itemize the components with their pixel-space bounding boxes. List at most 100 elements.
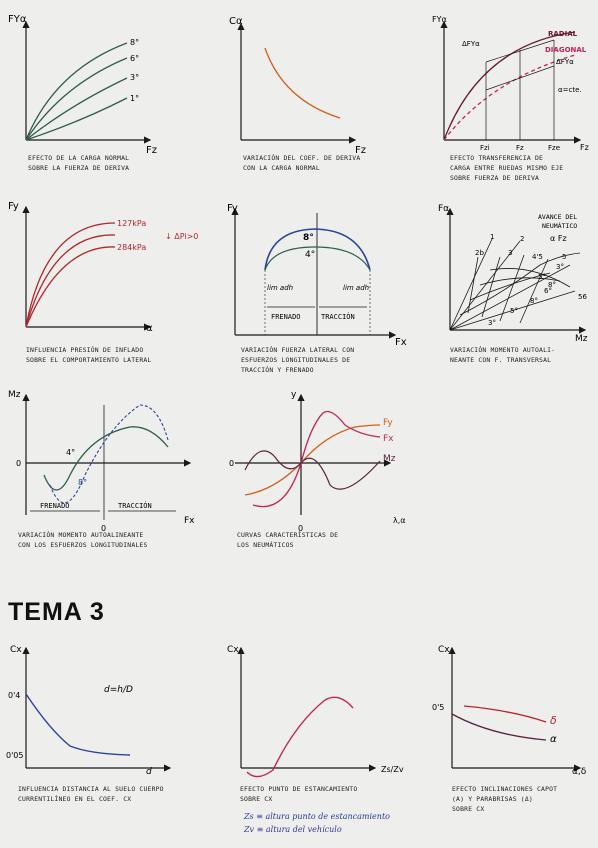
label-127kpa: 127kPa [117, 219, 146, 228]
label-4: 4° [305, 250, 315, 260]
y-label: Cx [10, 645, 22, 655]
caption: VARIACIÓN MOMENTO AUTOALI- NEANTE CON F.… [450, 346, 556, 364]
graph-distancia-suelo: Cx d 0'4 0'05 d=h/D [6, 645, 172, 777]
curve-6 [25, 57, 128, 141]
frenado-label: FRENADO [271, 313, 301, 321]
panel-estancamiento: Cx Zs/Zv [215, 640, 415, 840]
x-label: α,δ [572, 767, 587, 777]
x-label: Fx [184, 516, 195, 526]
tick-fz: Fz [516, 144, 524, 152]
curve-mid [25, 234, 116, 328]
v1-label: 0'5 [432, 703, 444, 712]
label-8: 8° [303, 233, 314, 243]
caption: VARIACIÓN MOMENTO AUTOALINEANTE CON LOS … [18, 531, 148, 549]
section-heading: TEMA 3 [8, 598, 105, 626]
panel-curvas-caracteristicas: y λ,α 0 0 Fy Fx Mz CURVAS CARACTERÍSTICA… [215, 385, 415, 565]
delta-label: ↓ ΔPi>0 [165, 232, 198, 241]
v1-label: 0'4 [8, 691, 20, 700]
curve-delta [463, 705, 547, 723]
deg-3: 6° [544, 287, 552, 295]
x-label: Fx [395, 337, 407, 348]
curve-label-1: 1° [130, 94, 139, 103]
zero-x: 0 [101, 524, 106, 533]
label-alpha: α [550, 734, 557, 745]
panel-transferencia: FYα RADIAL DIAGONAL ΔFYα ΔFYα α=cte. Fzi… [420, 0, 598, 185]
y-label: Mz [8, 390, 21, 400]
graph-estancamiento: Cx Zs/Zv [227, 645, 404, 778]
curve-radial [443, 31, 576, 141]
caption: VARIACIÓN DEL COEF. DE DERIVA CON LA CAR… [243, 154, 361, 172]
label-8: 8° [78, 478, 87, 487]
curve-cx [246, 696, 354, 778]
curve-label-6: 6° [130, 54, 139, 63]
curve-label-8: 8° [130, 38, 139, 47]
panel-presion-inflado: Fy α 127kPa 284kPa ↓ ΔPi>0 INFLUENCIA PR… [0, 195, 210, 375]
caption: EFECTO DE LA CARGA NORMAL SOBRE LA FUERZ… [28, 154, 130, 172]
x-label: d [146, 767, 152, 777]
deg-6: 5° [510, 307, 518, 315]
curve-4 [264, 246, 371, 271]
panel-distancia-suelo: Cx d 0'4 0'05 d=h/D [0, 640, 210, 840]
radial-label: RADIAL [548, 30, 578, 38]
deg-5: 3° [488, 319, 496, 327]
x-label: Fz [146, 145, 157, 156]
x-label: Mz [575, 334, 588, 344]
graph-curvas-caracteristicas: y λ,α 0 0 Fy Fx Mz [229, 390, 406, 533]
graph-momento-longitudinal: Mz Fx 0 0 4° 8° FRENADO TRACCIÓN [8, 390, 195, 533]
ray-2: 2 [520, 235, 524, 243]
ray-5: 5 [562, 253, 566, 261]
label-4: 4° [66, 448, 75, 457]
y-label: Cx [227, 645, 239, 655]
diagonal-label: DIAGONAL [545, 46, 587, 54]
rays [449, 238, 576, 331]
lim-left: lim adh [267, 284, 293, 292]
curve-4 [43, 426, 169, 491]
y-label: y [291, 390, 297, 400]
deg-7: 8° [530, 297, 538, 305]
graph-fuerza-lateral: Fy Fx 8° 4° lim adh lim adh FRENADO TRAC… [227, 203, 407, 348]
panel-fuerza-lateral: Fy Fx 8° 4° lim adh lim adh FRENADO TRAC… [215, 195, 415, 380]
graph-momento-transversal: Fα Mz AVANCE DEL NEUMÁTICO α Fz 1 2 2b 3… [438, 204, 588, 344]
label-fx: Fx [383, 434, 394, 444]
curve-alpha [451, 713, 547, 741]
v2-label: 0'05 [6, 751, 23, 760]
panel-carga-normal: FYα Fz 8° 6° 3° 1° EFECTO DE LA CARGA NO… [0, 0, 200, 185]
curve-8 [264, 228, 371, 271]
avance-2: NEUMÁTICO [542, 221, 577, 230]
curve-mz [244, 450, 381, 490]
zero-y: 0 [16, 459, 21, 468]
curve-c-alpha [264, 47, 341, 119]
y-label: Cα [229, 16, 243, 27]
curve-cx [25, 693, 131, 756]
ray-45: 4'5 [532, 253, 543, 261]
y-label: Fα [438, 204, 449, 214]
traccion-label: TRACCIÓN [118, 501, 152, 510]
avance-sym: α Fz [550, 234, 567, 243]
x-label: α [146, 323, 153, 334]
note-zs: Zs ≡ altura punto de estancamiento [244, 812, 390, 821]
zero-y: 0 [229, 459, 234, 468]
alpha-label: α=cte. [558, 86, 582, 94]
avance-1: AVANCE DEL [538, 213, 577, 221]
lim-right: lim adh [343, 284, 369, 292]
graph-transferencia: FYα RADIAL DIAGONAL ΔFYα ΔFYα α=cte. Fzi… [432, 15, 589, 152]
ray-56: 56 [578, 293, 587, 301]
frenado-label: FRENADO [40, 502, 70, 510]
caption-distancia: INFLUENCIA DISTANCIA AL SUELO CUERPO CUR… [18, 785, 164, 803]
chord-radial [485, 39, 555, 63]
y-label: FYα [8, 14, 27, 25]
caption-inclinaciones: EFECTO INCLINACIONES CAPOT (α) Y PARABRI… [452, 785, 558, 813]
y-label: FYα [432, 15, 447, 24]
curve-diagonal [443, 54, 576, 141]
panel-coef-deriva: Cα Fz VARIACIÓN DEL COEF. DE DERIVA CON … [215, 0, 405, 185]
curve-284 [25, 246, 116, 328]
label-284kpa: 284kPa [117, 243, 146, 252]
caption-estancamiento: EFECTO PUNTO DE ESTANCAMIENTO SOBRE Cx [240, 785, 358, 803]
panel-momento-longitudinal: Mz Fx 0 0 4° 8° FRENADO TRACCIÓN VARIACI… [0, 385, 210, 560]
deg-2: 5° [538, 273, 546, 281]
deg-1: 3° [556, 263, 564, 271]
curve-127 [25, 222, 116, 328]
x-label: Fz [355, 145, 366, 156]
y-label: Fy [227, 203, 238, 214]
traccion-label: TRACCIÓN [321, 312, 355, 321]
